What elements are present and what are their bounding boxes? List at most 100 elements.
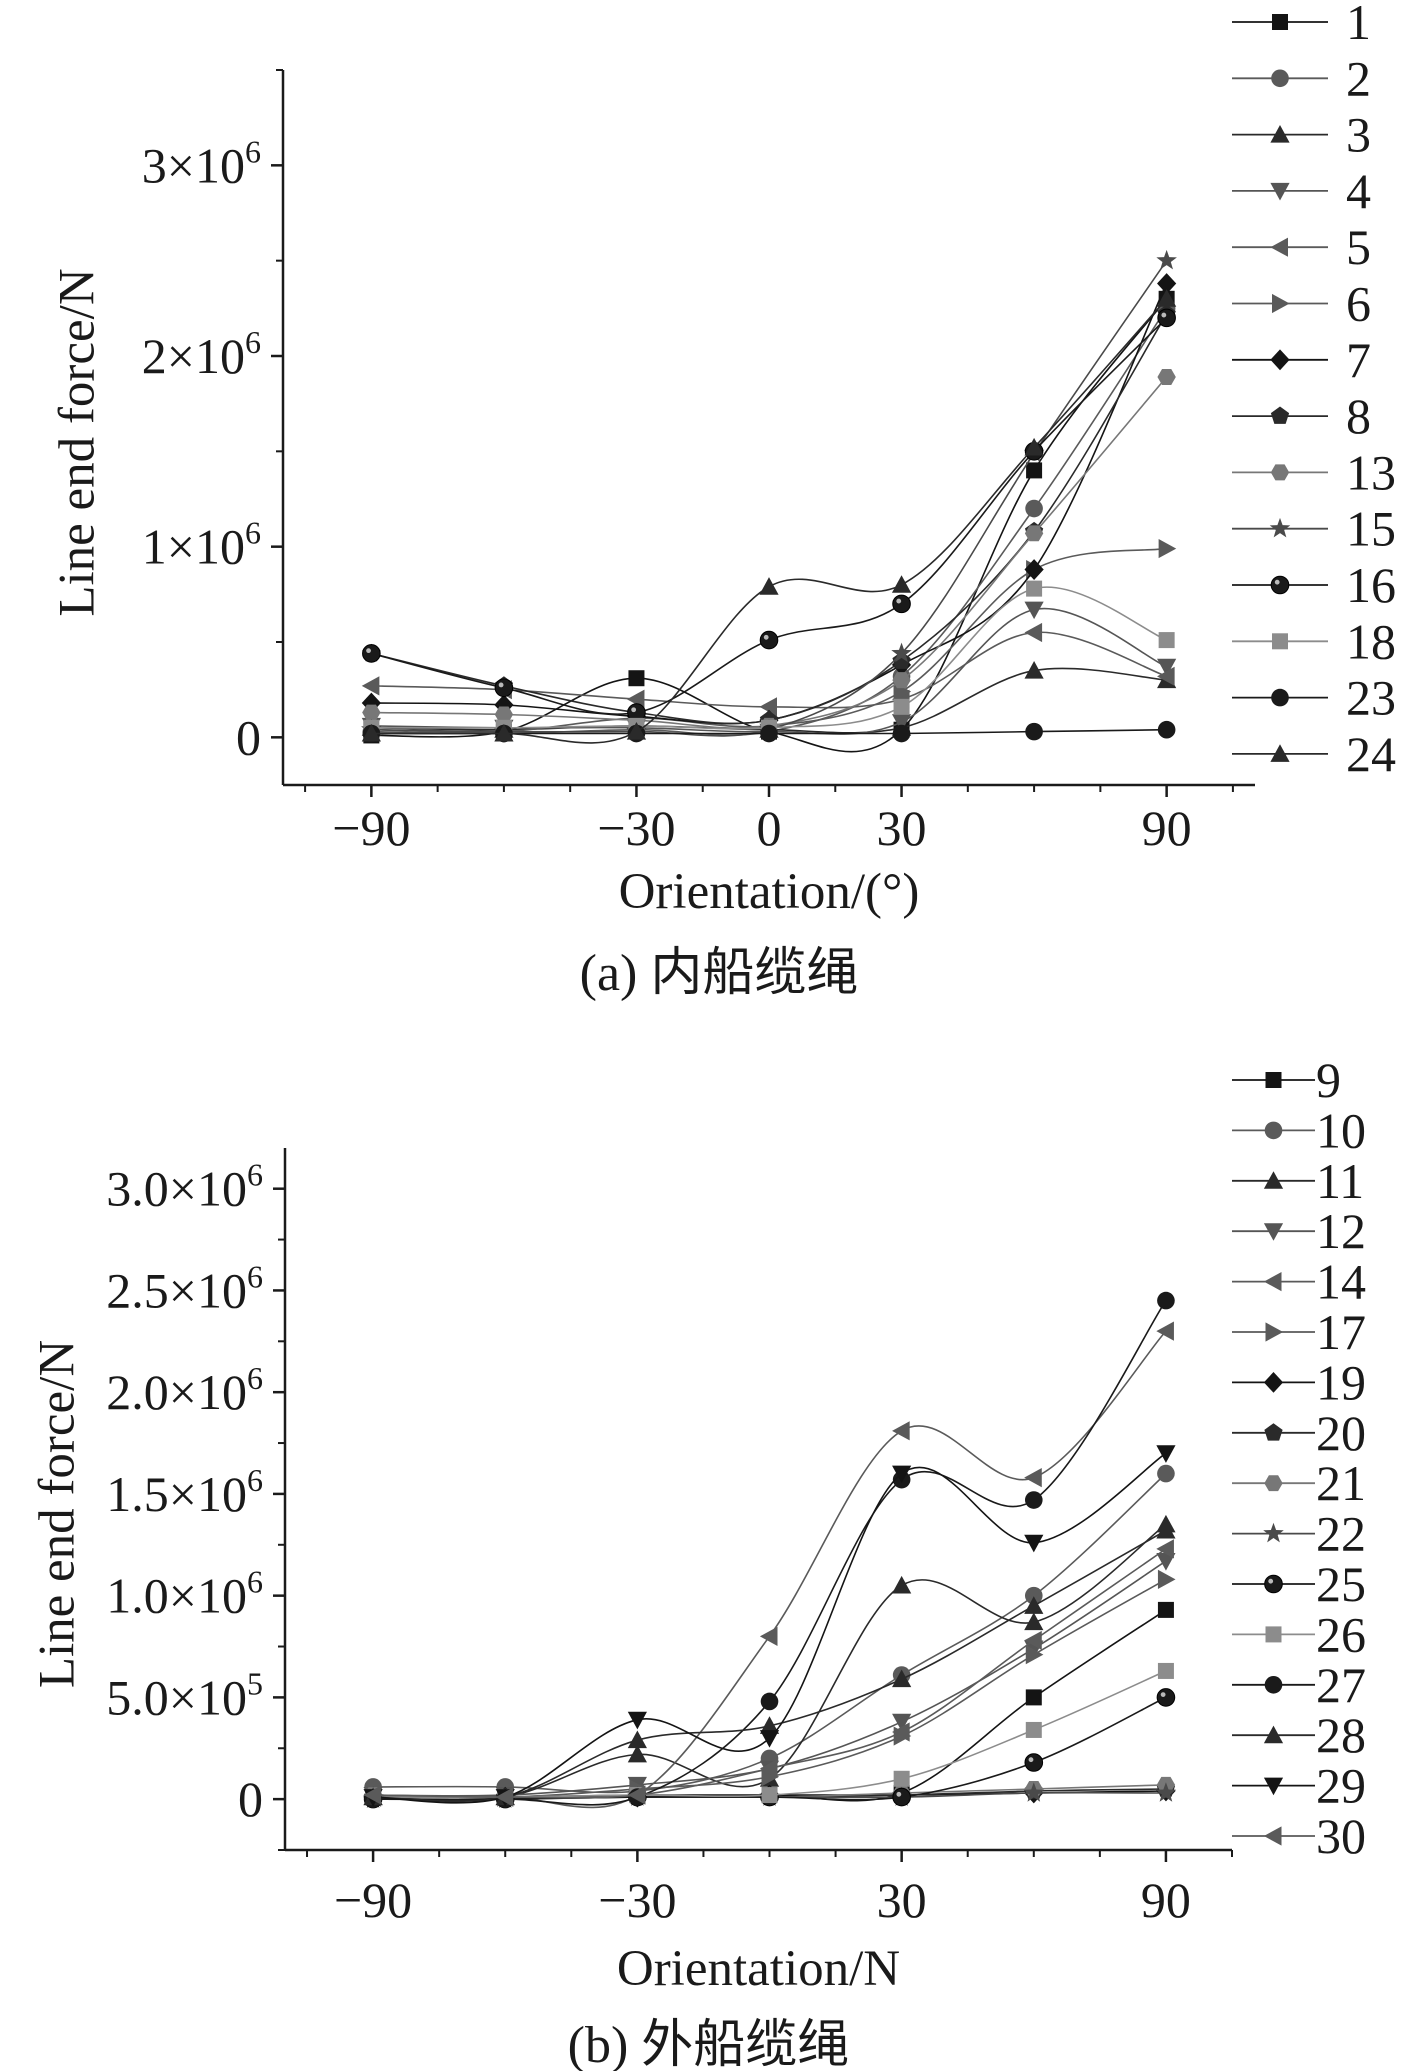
legend-item-1: 1: [1232, 0, 1371, 50]
legend-item-3: 3: [1232, 107, 1371, 163]
legend-label: 5: [1346, 219, 1371, 275]
legend-item-9: 9: [1232, 1052, 1341, 1108]
legend-marker-27: [1264, 1676, 1283, 1694]
legend-label: 18: [1346, 613, 1396, 669]
legend-marker-17: [1265, 1322, 1284, 1342]
data-point-5-5: [1024, 622, 1043, 643]
y-tick-label: 2.0×106: [106, 1360, 263, 1420]
data-point-17-3: [761, 1767, 780, 1787]
y-tick-label: 1×106: [142, 515, 261, 575]
data-point-17-5: [1025, 1645, 1044, 1665]
data-point-24-0: [361, 723, 381, 742]
legend-label: 28: [1316, 1707, 1366, 1763]
legend-item-25: 25: [1232, 1556, 1366, 1612]
series-2: [362, 299, 1176, 743]
legend-marker-25-highlight: [1268, 1578, 1274, 1584]
data-point-25-4: [892, 1787, 911, 1807]
legend-item-7: 7: [1232, 332, 1371, 388]
data-point-22-5: [1023, 1782, 1045, 1802]
y-tick-label: 3×106: [142, 133, 261, 193]
y-tick-label: 2.5×106: [106, 1258, 263, 1318]
figure-caption: (b) 外船缆绳: [568, 2017, 850, 2071]
legend-label: 3: [1346, 107, 1371, 163]
legend-label: 29: [1316, 1758, 1366, 1814]
data-point-29-3: [759, 1730, 780, 1748]
series-line-1: [371, 298, 1168, 753]
data-point-24-4: [891, 575, 912, 593]
data-point-9-5: [1025, 1689, 1042, 1706]
legend-item-21: 21: [1232, 1455, 1366, 1511]
data-point-12-4: [892, 1713, 912, 1732]
legend-marker-2: [1271, 69, 1289, 88]
y-tick-label: 0: [238, 1771, 263, 1827]
legend-label: 1: [1346, 0, 1371, 50]
data-point-6-6: [1158, 538, 1177, 559]
data-point-16-0: [362, 644, 381, 663]
data-point-27-6: [1157, 1291, 1175, 1310]
legend-item-2: 2: [1232, 50, 1371, 106]
y-axis-title: Line end force/N: [30, 1340, 86, 1688]
data-point-30-2: [627, 1785, 646, 1805]
data-point-24-6: [1157, 289, 1177, 307]
legend-marker-10: [1264, 1121, 1283, 1140]
legend-item-13: 13: [1232, 444, 1396, 500]
legend-marker-18: [1272, 633, 1288, 650]
series-line-13: [371, 376, 1168, 729]
data-point-1-5: [1026, 462, 1043, 479]
legend-marker-9: [1265, 1072, 1282, 1088]
data-point-16-0-highlight: [366, 648, 371, 654]
legend-label: 21: [1316, 1455, 1366, 1511]
legend-item-11: 11: [1232, 1153, 1364, 1209]
data-point-7-5: [1024, 559, 1044, 580]
data-point-5-6: [1157, 666, 1175, 686]
series-line-24: [371, 298, 1168, 744]
series-line-2: [371, 307, 1168, 736]
legend-label: 9: [1316, 1052, 1341, 1108]
y-axis-title: Line end force/N: [50, 268, 106, 616]
y-tick-label: 3.0×106: [106, 1157, 263, 1217]
legend-label: 14: [1316, 1254, 1366, 1310]
data-point-16-3: [759, 630, 779, 650]
x-tick-label: −90: [332, 800, 410, 856]
data-point-7-6: [1157, 273, 1177, 294]
legend-item-22: 22: [1232, 1506, 1366, 1562]
legend-item-28: 28: [1232, 1707, 1366, 1763]
legend-marker-15: [1269, 517, 1291, 538]
data-point-27-5: [1024, 1491, 1043, 1509]
x-axis-title: Orientation/(°): [619, 864, 920, 920]
legend-label: 25: [1316, 1556, 1366, 1612]
legend-marker-12: [1263, 1223, 1284, 1241]
data-point-10-5: [1024, 1586, 1043, 1605]
data-point-14-3: [759, 1626, 778, 1646]
legend-marker-6: [1272, 293, 1290, 314]
legend-label: 24: [1346, 726, 1396, 782]
data-point-14-4: [892, 1421, 910, 1441]
legend-marker-13: [1270, 464, 1290, 481]
legend-item-6: 6: [1232, 276, 1371, 332]
legend-marker-26: [1265, 1626, 1282, 1643]
data-point-24-5: [1024, 437, 1044, 456]
legend-marker-28: [1263, 1725, 1284, 1744]
data-point-23-5: [1025, 722, 1043, 741]
legend-label: 19: [1316, 1354, 1366, 1410]
data-point-16-4: [892, 594, 911, 614]
legend-marker-29: [1263, 1777, 1284, 1796]
legend-marker-25: [1264, 1574, 1283, 1594]
data-point-15-4: [891, 642, 912, 663]
legend-label: 16: [1346, 557, 1396, 613]
y-tick-label: 5.0×105: [106, 1665, 263, 1725]
legend-label: 7: [1346, 332, 1371, 388]
data-point-30-6: [1156, 1539, 1174, 1559]
data-point-26-5: [1025, 1721, 1042, 1738]
legend-marker-23: [1271, 688, 1289, 707]
y-tick-label: 1.5×106: [106, 1462, 263, 1522]
x-tick-label: 90: [1142, 800, 1192, 856]
data-point-15-6: [1156, 249, 1177, 270]
data-point-22-6: [1155, 1782, 1177, 1802]
data-point-25-6-highlight: [1160, 1692, 1166, 1697]
chart-a-inner-mooring-lines: 0 1×106 2×106 3×106 −90 −30 0 30 90 Line end forc…: [50, 0, 1396, 1002]
legend-label: 6: [1346, 276, 1371, 332]
legend-item-14: 14: [1232, 1254, 1366, 1310]
legend-marker-7: [1270, 349, 1290, 371]
y-tick-label: 0: [236, 709, 261, 765]
